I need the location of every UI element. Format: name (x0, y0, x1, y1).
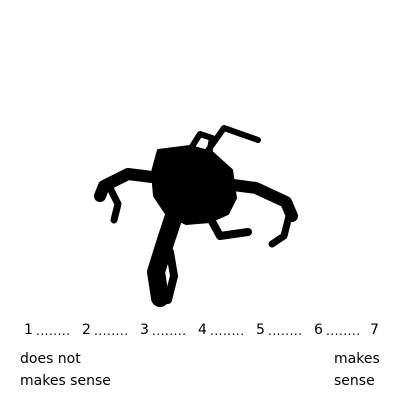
scale-point-6[interactable]: 6 (314, 322, 323, 338)
scale-dots: ........ (268, 324, 303, 338)
scale-point-7[interactable]: 7 (370, 322, 379, 338)
anchor-right-line-2: sense (334, 373, 375, 389)
anchor-left-line-1: does not (20, 351, 81, 367)
scale-anchor-left: does not makes sense (20, 348, 160, 392)
scale-anchor-right: makes sense (334, 348, 394, 392)
anchor-left-line-2: makes sense (20, 373, 111, 389)
anchor-right-line-1: makes (334, 351, 380, 367)
scale-point-4[interactable]: 4 (198, 322, 207, 338)
scale-point-3[interactable]: 3 (140, 322, 149, 338)
scale-dots: ........ (210, 324, 245, 338)
scale-dots: ........ (36, 324, 71, 338)
spider-robot-silhouette-icon (94, 125, 298, 307)
scale-point-2[interactable]: 2 (82, 322, 91, 338)
scale-point-1[interactable]: 1 (24, 322, 33, 338)
scale-dots: ........ (94, 324, 129, 338)
scale-dots: ........ (326, 324, 361, 338)
scale-dots: ........ (152, 324, 187, 338)
scale-point-5[interactable]: 5 (256, 322, 265, 338)
rating-scale: 1 ........ 2 ........ 3 ........ 4 .....… (20, 322, 382, 346)
